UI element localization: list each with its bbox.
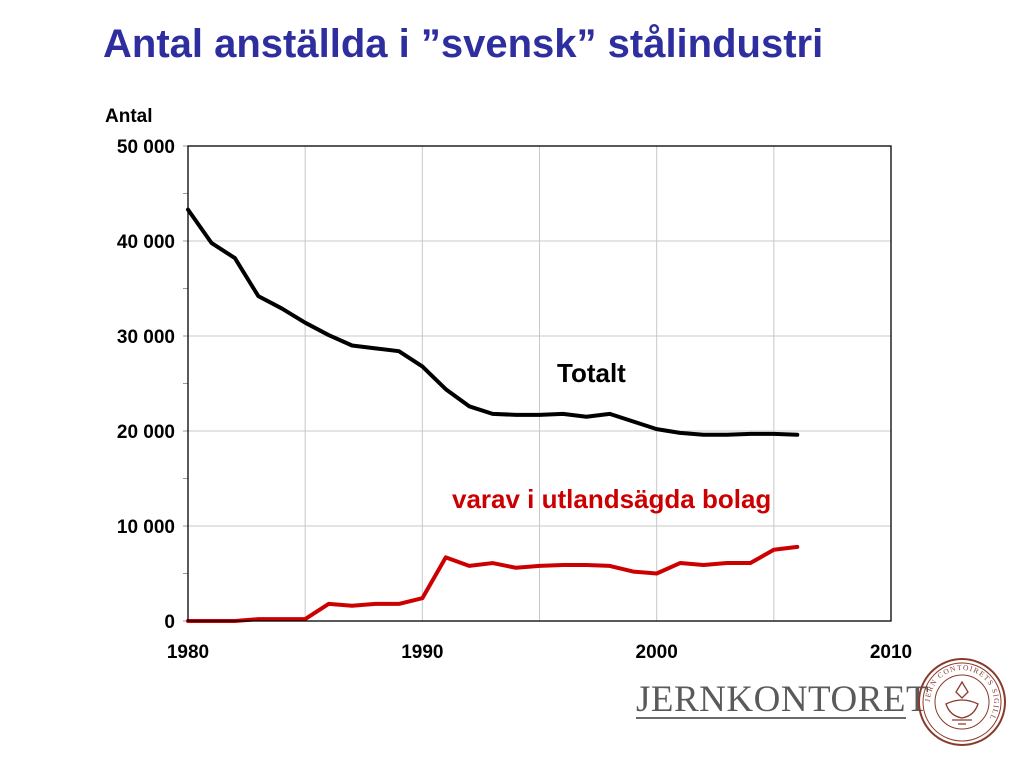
y-tick-label: 10 000 bbox=[117, 517, 175, 538]
y-tick-label: 0 bbox=[164, 612, 175, 633]
jernkontoret-logo: JERNKONTORET bbox=[636, 679, 930, 720]
y-tick-label: 20 000 bbox=[117, 422, 175, 443]
x-tick-label: 2000 bbox=[636, 642, 678, 663]
jernkontoret-seal-icon: JERN CONTOIRETS SIGILL bbox=[918, 658, 1006, 746]
series-label-totalt: Totalt bbox=[557, 358, 626, 388]
page-title: Antal anställda i ”svensk” stålindustri bbox=[103, 22, 824, 66]
series-line-totalt bbox=[186, 207, 800, 437]
logo-underline bbox=[636, 717, 906, 719]
y-axis-label: Antal bbox=[105, 106, 153, 127]
y-tick-label: 30 000 bbox=[117, 327, 175, 348]
y-tick-label: 40 000 bbox=[117, 232, 175, 253]
chart-grid bbox=[188, 146, 891, 621]
svg-text:JERN CONTOIRETS SIGILL: JERN CONTOIRETS SIGILL bbox=[923, 663, 1001, 723]
x-tick-label: 1990 bbox=[401, 642, 443, 663]
series-layer bbox=[186, 207, 800, 623]
series-label-utlandsagda: varav i utlandsägda bolag bbox=[452, 484, 771, 514]
plot-frame bbox=[187, 145, 892, 622]
x-tick-labels: 1980 1990 2000 2010 bbox=[167, 642, 912, 663]
y-tick-label: 50 000 bbox=[117, 137, 175, 158]
y-tick-labels: 0 10 000 20 000 30 000 40 000 50 000 bbox=[117, 137, 175, 633]
series-line-utlandsagda bbox=[186, 544, 800, 623]
x-tick-label: 2010 bbox=[870, 642, 912, 663]
y-minor-ticks bbox=[183, 145, 188, 622]
x-tick-label: 1980 bbox=[167, 642, 209, 663]
